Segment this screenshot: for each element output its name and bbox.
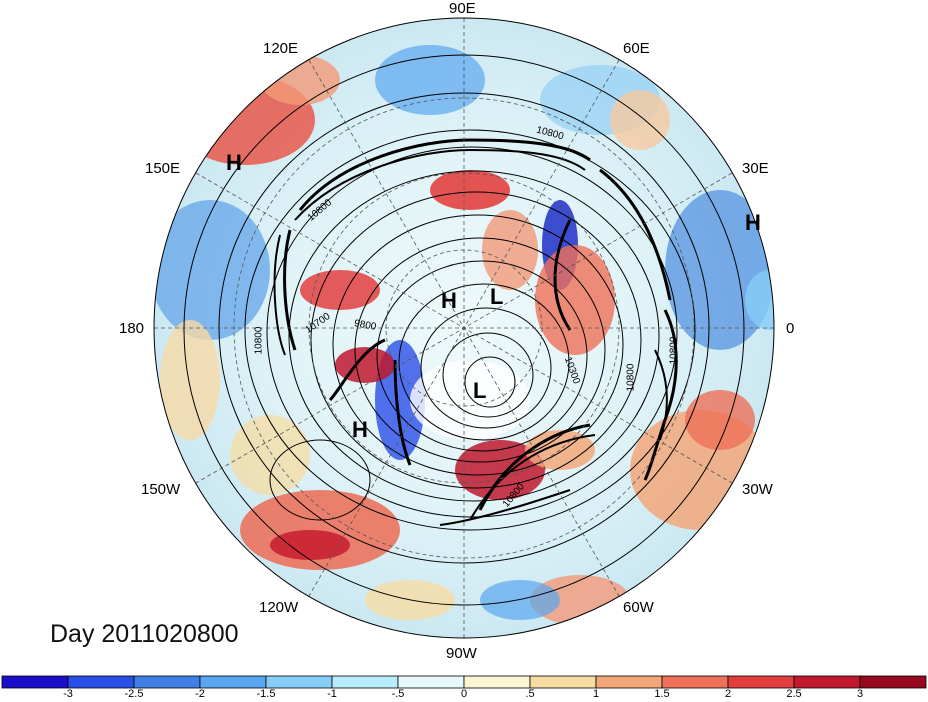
colorbar-tick-label: -3 [63, 688, 73, 700]
lon-label-30e: 30E [742, 160, 769, 177]
jet-contours [273, 138, 678, 526]
date-title: Day 2011020800 [50, 620, 239, 648]
colorbar-tick-label: 1.5 [654, 688, 670, 700]
colorbar-swatch [265, 675, 333, 689]
colorbar [1, 675, 927, 689]
lon-label-60w: 60W [623, 599, 654, 616]
lon-label-0: 0 [786, 320, 795, 337]
lon-label-120w: 120W [259, 599, 299, 616]
colorbar-swatch [463, 675, 531, 689]
colorbar-tick-label: 0 [460, 688, 468, 700]
colorbar-tick-label: 2 [724, 688, 732, 700]
colorbar-tick-label: -1 [327, 688, 337, 700]
colorbar-swatch [1, 675, 69, 689]
map-boundary [153, 17, 775, 639]
lon-label-90e: 90E [449, 0, 476, 17]
high-pressure-marker: H [352, 417, 368, 442]
colorbar-swatch [859, 675, 927, 689]
low-pressure-marker: L [490, 284, 504, 309]
colorbar-tick-label: -1.5 [256, 688, 276, 700]
high-pressure-marker: H [745, 210, 761, 235]
colorbar-swatch [727, 675, 795, 689]
lon-label-150w: 150W [141, 481, 181, 498]
colorbar-swatch [661, 675, 729, 689]
colorbar-swatch [133, 675, 201, 689]
high-pressure-marker: H [441, 288, 457, 313]
colorbar-swatch [529, 675, 597, 689]
colorbar-swatch [67, 675, 135, 689]
lon-label-60e: 60E [623, 40, 650, 57]
lon-label-120e: 120E [263, 40, 299, 57]
lon-label-180: 180 [119, 320, 145, 337]
lon-label-90w: 90W [446, 645, 477, 662]
contour-label: 10800 [668, 336, 680, 365]
contour-label: 10800 [253, 326, 265, 355]
colorbar-swatch [199, 675, 267, 689]
lon-label-150e: 150E [145, 160, 181, 177]
lon-label-30w: 30W [742, 481, 773, 498]
contour-label: 10800 [625, 363, 637, 392]
graticule [154, 18, 774, 638]
colorbar-tick-label: 2.5 [786, 688, 802, 700]
colorbar-tick-label: .5 [525, 688, 535, 700]
colorbar-swatch [331, 675, 399, 689]
colorbar-tick-label: -2.5 [124, 688, 144, 700]
low-pressure-marker: L [473, 378, 487, 403]
colorbar-swatch [595, 675, 663, 689]
high-pressure-marker: H [226, 150, 242, 175]
colorbar-swatch [793, 675, 861, 689]
colorbar-tick-label: -.5 [391, 688, 405, 700]
colorbar-tick-label: 1 [592, 688, 600, 700]
colorbar-tick-label: 3 [856, 688, 864, 700]
colorbar-tick-label: -2 [195, 688, 205, 700]
colorbar-swatch [397, 675, 465, 689]
